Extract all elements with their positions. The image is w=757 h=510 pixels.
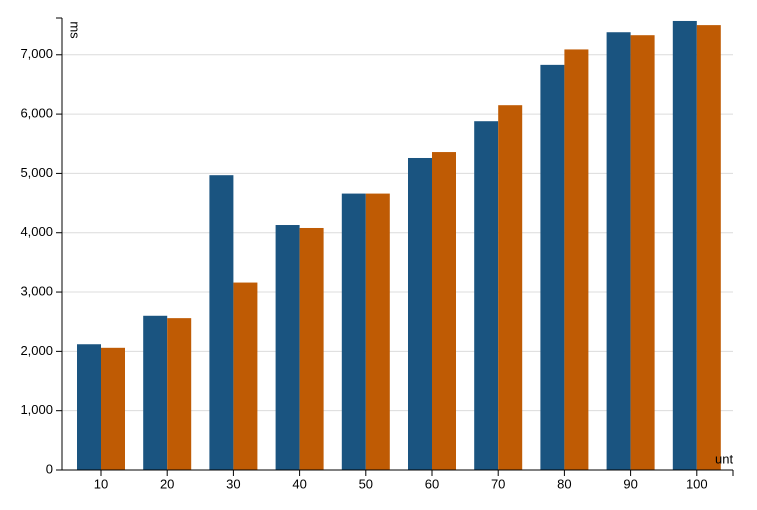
bar [275,225,300,470]
bar [564,49,589,470]
y-tick-label: 7,000 [20,46,53,61]
y-tick-label: 6,000 [20,106,53,121]
x-tick-label: 90 [623,476,637,491]
bar [167,318,192,470]
bar [101,347,125,470]
y-tick-label: 2,000 [20,343,53,358]
bar [432,152,456,470]
bar [299,227,324,470]
x-tick-label: 70 [491,476,505,491]
y-tick-label: 1,000 [20,402,53,417]
x-tick-label: 100 [686,476,708,491]
y-tick-label: 5,000 [20,165,53,180]
bar [696,25,721,471]
y-axis-label: ms [68,21,83,39]
x-tick-label: 80 [557,476,571,491]
x-tick-label: 40 [292,476,306,491]
bar [672,20,697,470]
bars [77,20,721,471]
x-tick-label: 50 [359,476,373,491]
x-tick-label: 20 [160,476,174,491]
bar [540,64,565,470]
x-tick-label: 30 [226,476,240,491]
bar [143,315,168,470]
y-tick-label: 4,000 [20,224,53,239]
bar [77,344,101,470]
bar [209,175,234,471]
bar [630,35,655,471]
bar [606,32,631,471]
bar [233,282,258,470]
bar [365,193,390,470]
x-axis-label: unt [715,451,733,466]
y-tick-label: 3,000 [20,283,53,298]
x-tick-label: 60 [425,476,439,491]
x-tick-label: 10 [94,476,108,491]
bar [408,157,432,470]
bar [474,121,499,471]
bar [341,193,366,470]
axes: 0 1,000 2,000 3,000 4,000 5,000 6,000 7,000 10 20… [20,17,734,491]
bar [498,105,523,471]
y-tick-label: 0 [46,461,53,476]
